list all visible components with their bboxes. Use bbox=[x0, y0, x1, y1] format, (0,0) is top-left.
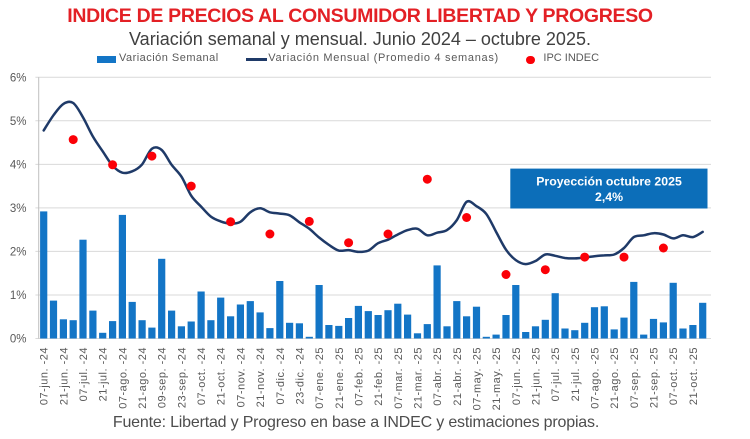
svg-text:07-jul. -25: 07-jul. -25 bbox=[550, 347, 562, 401]
svg-text:21-mar. -25: 21-mar. -25 bbox=[413, 347, 425, 409]
svg-text:2%: 2% bbox=[10, 246, 27, 258]
svg-text:07-feb. -25: 07-feb. -25 bbox=[353, 347, 365, 406]
svg-text:21-jun. -25: 21-jun. -25 bbox=[531, 347, 543, 405]
svg-text:1%: 1% bbox=[10, 290, 27, 302]
svg-text:07-jul. -24: 07-jul. -24 bbox=[78, 347, 90, 401]
svg-text:21-ago. -24: 21-ago. -24 bbox=[137, 347, 149, 409]
svg-text:07-sep. -25: 07-sep. -25 bbox=[629, 347, 641, 408]
svg-text:07-ago. -25: 07-ago. -25 bbox=[590, 347, 602, 409]
svg-text:21-jul. -24: 21-jul. -24 bbox=[98, 347, 110, 401]
svg-text:21-oct. -25: 21-oct. -25 bbox=[688, 347, 700, 405]
svg-text:07-nov. -24: 07-nov. -24 bbox=[235, 347, 247, 407]
svg-text:07-jun. -24: 07-jun. -24 bbox=[39, 347, 51, 405]
svg-text:21-oct. -24: 21-oct. -24 bbox=[216, 347, 228, 405]
svg-text:6%: 6% bbox=[10, 72, 27, 84]
svg-text:23-sep. -24: 23-sep. -24 bbox=[176, 347, 188, 408]
svg-text:21-ago. -25: 21-ago. -25 bbox=[609, 347, 621, 409]
svg-text:21-ene. -25: 21-ene. -25 bbox=[334, 347, 346, 409]
svg-text:07-abr. -25: 07-abr. -25 bbox=[432, 347, 444, 406]
svg-text:21-jul. -25: 21-jul. -25 bbox=[570, 347, 582, 401]
svg-text:21-may. -25: 21-may. -25 bbox=[491, 347, 503, 410]
svg-text:07-jun. -25: 07-jun. -25 bbox=[511, 347, 523, 405]
svg-text:0%: 0% bbox=[10, 334, 27, 346]
svg-text:21-abr. -25: 21-abr. -25 bbox=[452, 347, 464, 406]
svg-text:23-dic. -24: 23-dic. -24 bbox=[294, 347, 306, 404]
svg-text:21-nov. -24: 21-nov. -24 bbox=[255, 347, 267, 407]
svg-text:07-ago. -24: 07-ago. -24 bbox=[117, 347, 129, 409]
svg-text:21-jun. -24: 21-jun. -24 bbox=[58, 347, 70, 405]
svg-text:Proyección octubre 2025: Proyección octubre 2025 bbox=[536, 174, 682, 188]
svg-text:07-mar. -25: 07-mar. -25 bbox=[393, 347, 405, 409]
svg-text:2,4%: 2,4% bbox=[595, 190, 623, 204]
svg-text:07-oct. -24: 07-oct. -24 bbox=[196, 347, 208, 405]
svg-text:21-sep. -25: 21-sep. -25 bbox=[649, 347, 661, 408]
svg-text:4%: 4% bbox=[10, 159, 27, 171]
svg-text:5%: 5% bbox=[10, 116, 27, 128]
svg-text:09-sep. -24: 09-sep. -24 bbox=[157, 347, 169, 408]
svg-text:07-oct. -25: 07-oct. -25 bbox=[668, 347, 680, 405]
svg-text:07-ene. -25: 07-ene. -25 bbox=[314, 347, 326, 409]
svg-text:07-may. -25: 07-may. -25 bbox=[472, 347, 484, 410]
svg-text:3%: 3% bbox=[10, 203, 27, 215]
svg-text:21-feb. -25: 21-feb. -25 bbox=[373, 347, 385, 406]
svg-text:07-dic. -24: 07-dic. -24 bbox=[275, 347, 287, 404]
